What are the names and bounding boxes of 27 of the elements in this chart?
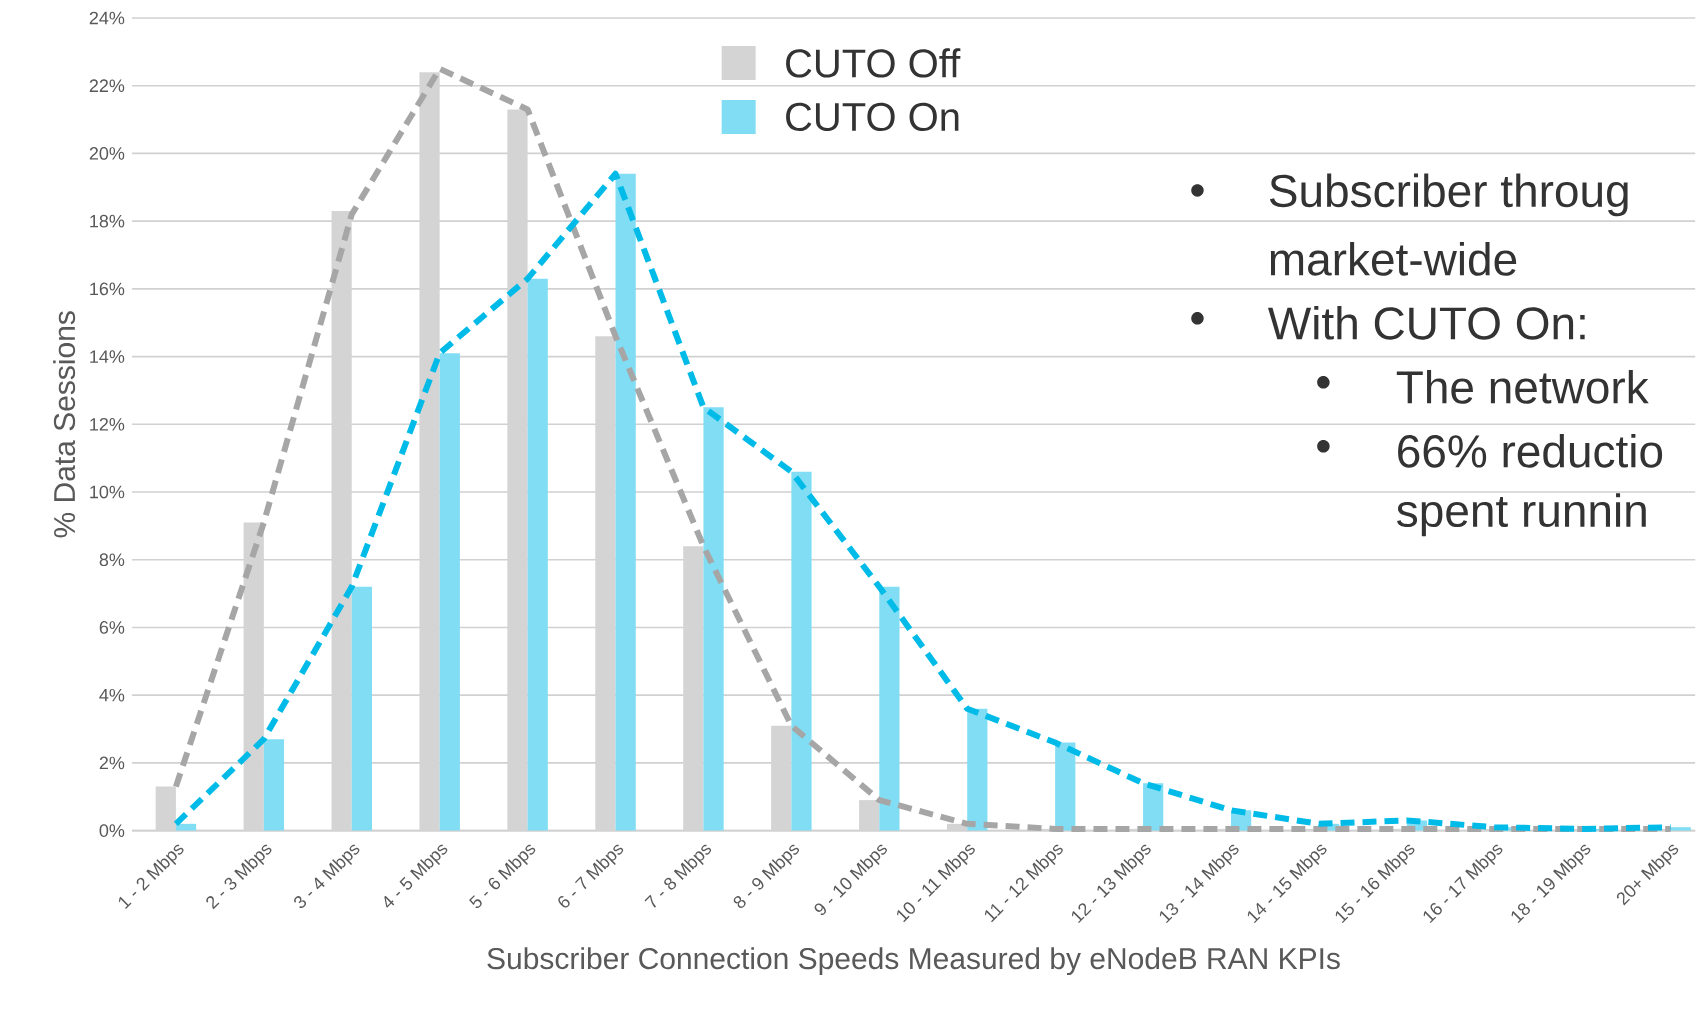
annotation: • [1317,440,1330,453]
y-tick-label: 0% [99,824,125,838]
annotation: market-wide [1270,242,1517,276]
annotation: • [1191,184,1204,197]
annotation: The network [1396,370,1649,404]
y-tick-label: 4% [99,689,125,702]
x-axis-title: Subscriber Connection Speeds Measured by eNodeB RAN KPIs [487,947,1340,976]
y-axis-title: % Data Sessions [53,311,76,538]
annotation: • [1191,312,1204,325]
annotation: 66% reductio [1398,434,1663,468]
y-tick-label: 14% [90,350,125,364]
annotation: • [1317,376,1330,389]
y-tick-label: 10% [90,485,125,499]
annotation: With CUTO On: [1268,306,1585,340]
y-tick-label: 22% [89,79,125,93]
y-tick-label: 2% [99,756,125,770]
annotation: Subscriber throug [1269,173,1628,217]
y-tick-label: 12% [90,418,125,431]
y-tick-label: 18% [90,214,125,228]
y-tick-label: 16% [90,282,125,296]
y-tick-label: 8% [99,553,125,567]
y-tick-label: 20% [89,147,125,161]
y-tick-label: 24% [89,11,125,25]
y-tick-label: 6% [99,621,125,635]
annotation: spent runnin [1397,493,1646,537]
legend-label: CUTO On [786,103,959,132]
legend-label: CUTO Off [786,48,961,78]
